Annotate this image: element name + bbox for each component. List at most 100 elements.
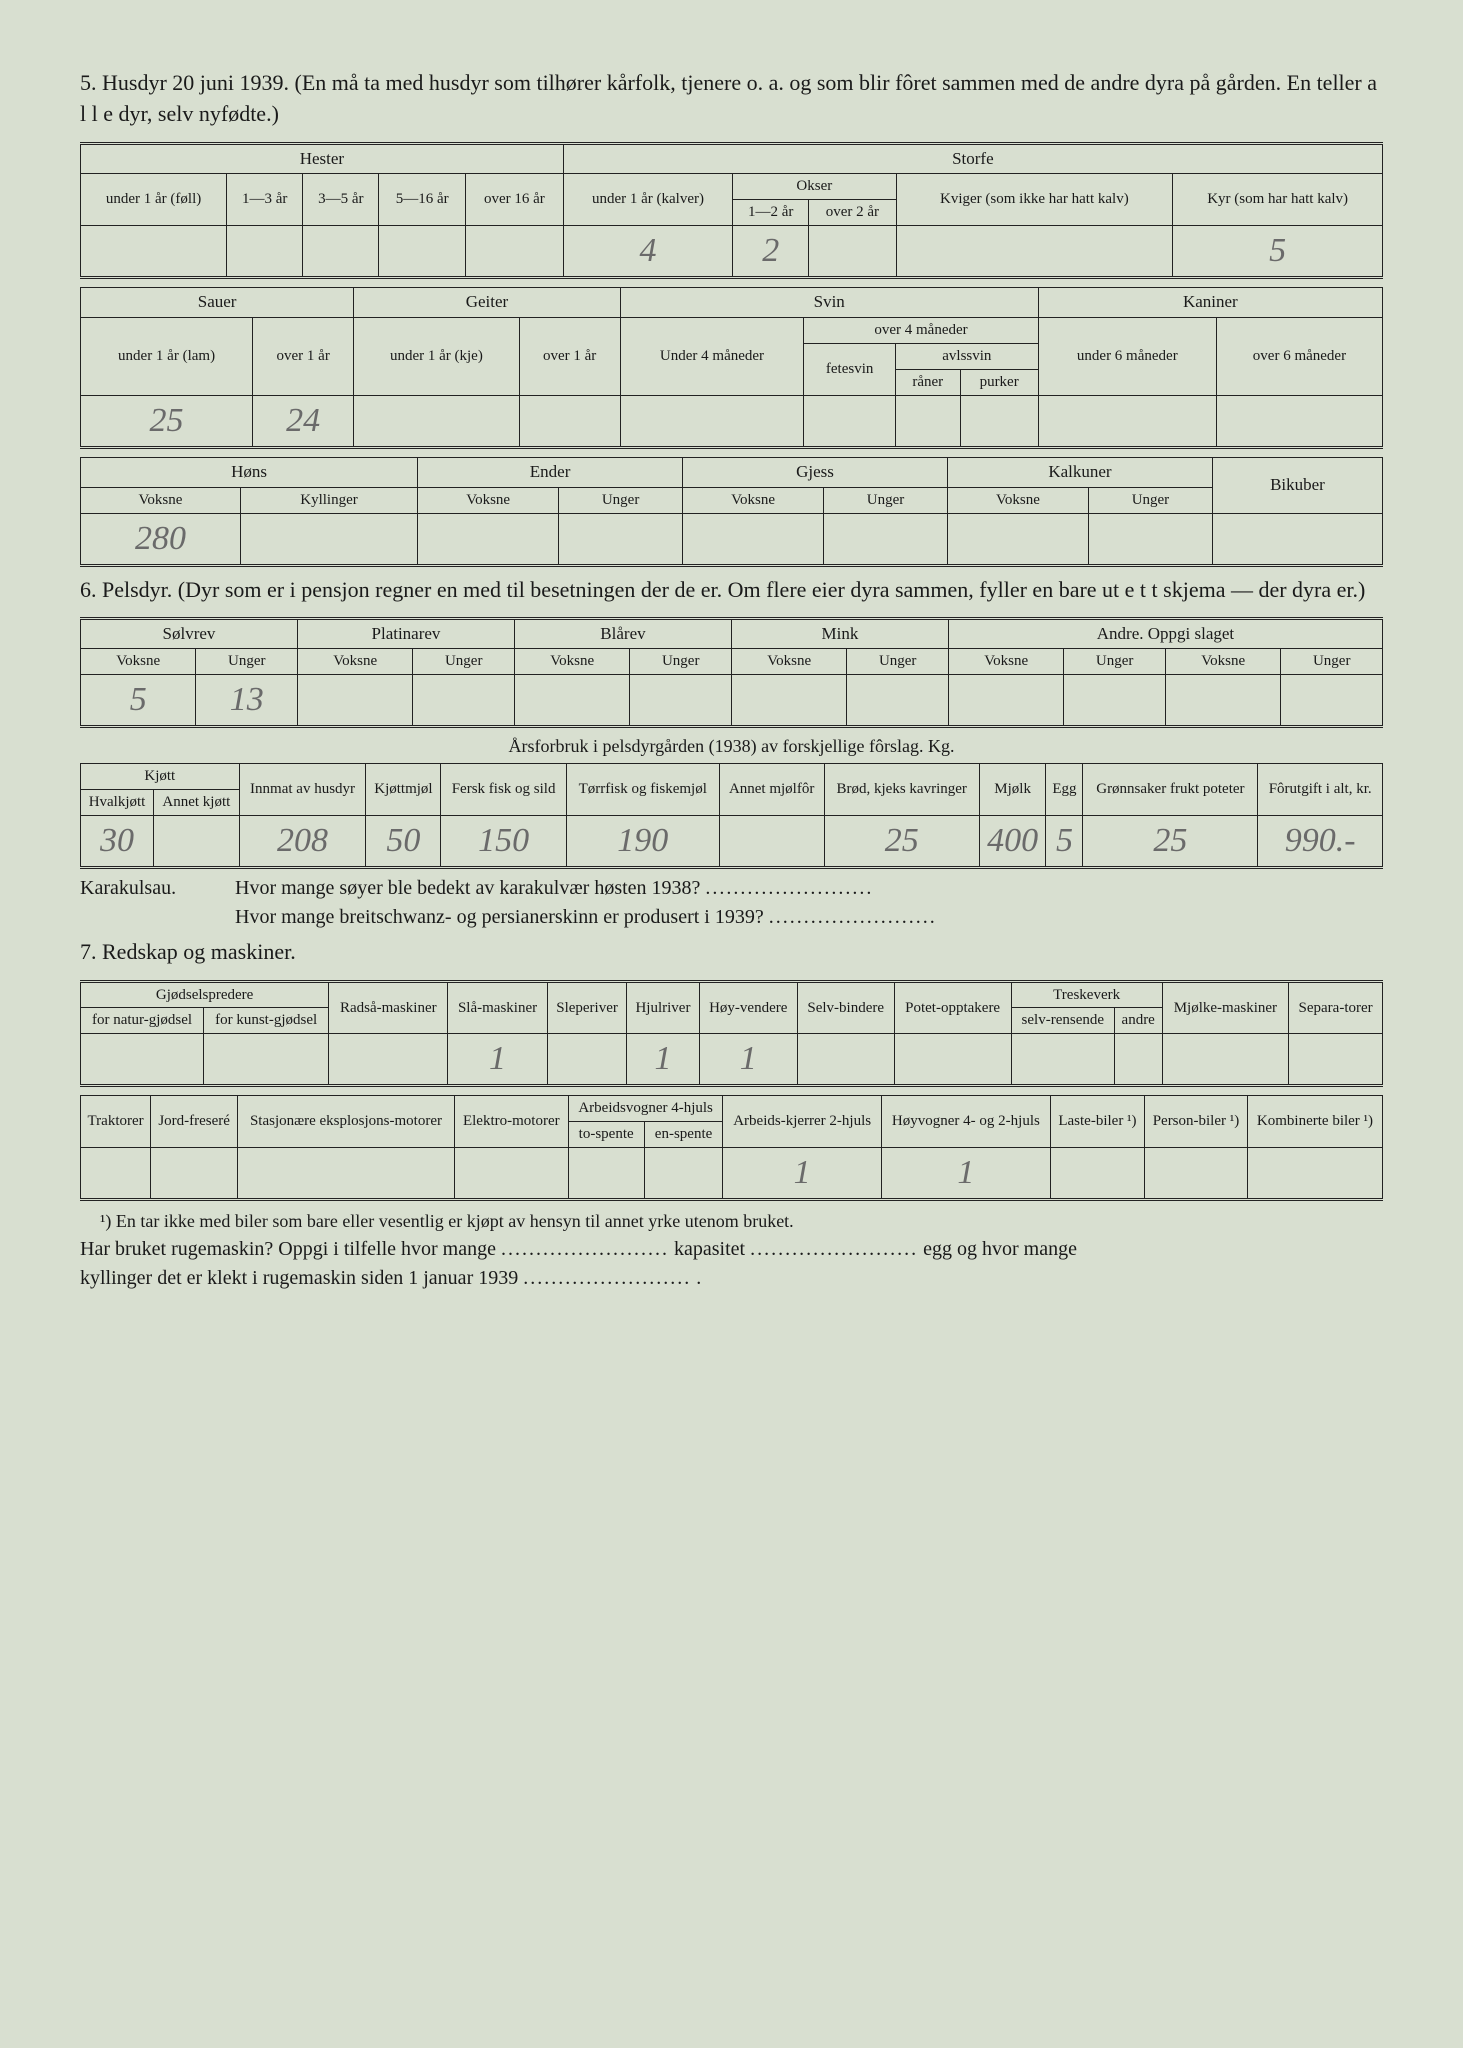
cell[interactable]	[297, 675, 412, 727]
h-tospente: to-spente	[568, 1122, 644, 1148]
cell[interactable]	[81, 225, 227, 277]
cell-annetk[interactable]	[154, 816, 240, 868]
cell[interactable]	[1088, 513, 1212, 565]
cell[interactable]	[847, 675, 949, 727]
cell[interactable]	[303, 225, 379, 277]
cell[interactable]	[1064, 675, 1166, 727]
cell-brod[interactable]: 25	[824, 816, 979, 868]
cell[interactable]	[731, 675, 846, 727]
cell[interactable]	[1165, 675, 1280, 727]
cell[interactable]	[804, 395, 896, 447]
cell-forutgift[interactable]: 990.-	[1258, 816, 1383, 868]
cell-sla[interactable]: 1	[448, 1034, 547, 1086]
cell-cows[interactable]: 5	[1173, 225, 1383, 277]
cell-hval[interactable]: 30	[81, 816, 154, 868]
dots[interactable]: ........................	[501, 1238, 669, 1260]
cell[interactable]	[227, 225, 303, 277]
cell[interactable]	[1247, 1148, 1382, 1200]
dots[interactable]: ........................	[523, 1267, 691, 1289]
cell[interactable]	[630, 675, 732, 727]
cell-sv[interactable]: 5	[81, 675, 196, 727]
cell-lam[interactable]: 25	[81, 395, 253, 447]
cell-ox12[interactable]: 2	[733, 225, 809, 277]
cell[interactable]	[809, 225, 896, 277]
cell[interactable]	[81, 1034, 204, 1086]
cell[interactable]	[1114, 1034, 1162, 1086]
cell[interactable]	[1144, 1148, 1247, 1200]
rugemaskin-q2: kyllinger det er klekt i rugemaskin side…	[80, 1267, 1383, 1290]
cell[interactable]	[568, 1148, 644, 1200]
h-brod: Brød, kjeks kavringer	[824, 764, 979, 816]
cell[interactable]	[519, 395, 620, 447]
cell-sheep-o1[interactable]: 24	[253, 395, 354, 447]
cell[interactable]	[948, 675, 1063, 727]
karakul-block: Karakulsau. Hvor mange søyer ble bedekt …	[80, 877, 1383, 900]
c-pv: Voksne	[297, 649, 412, 675]
cell-hjul[interactable]: 1	[627, 1034, 699, 1086]
hdr-kaniner: Kaniner	[1038, 287, 1382, 317]
cell[interactable]	[81, 1148, 151, 1200]
cell[interactable]	[454, 1148, 568, 1200]
h-gjodsel: Gjødselspredere	[81, 982, 329, 1008]
cell-annetmjol[interactable]	[719, 816, 824, 868]
cell[interactable]	[1038, 395, 1216, 447]
cell-fersk[interactable]: 150	[441, 816, 566, 868]
cell[interactable]	[354, 395, 519, 447]
cell[interactable]	[418, 513, 559, 565]
cell-mjolk[interactable]: 400	[979, 816, 1046, 868]
cell[interactable]	[894, 1034, 1011, 1086]
cell[interactable]	[797, 1034, 894, 1086]
cell[interactable]	[329, 1034, 448, 1086]
dots[interactable]: ........................	[769, 906, 937, 928]
cell-hons-v[interactable]: 280	[81, 513, 241, 565]
cell[interactable]	[683, 513, 824, 565]
cell[interactable]	[240, 513, 417, 565]
cell[interactable]	[1212, 513, 1382, 565]
h-potet: Potet-opptakere	[894, 982, 1011, 1034]
h-komb: Kombinerte biler ¹)	[1247, 1096, 1382, 1148]
cell[interactable]	[514, 675, 629, 727]
h-fersk: Fersk fisk og sild	[441, 764, 566, 816]
cell-innmat[interactable]: 208	[239, 816, 366, 868]
cell[interactable]	[1011, 1034, 1114, 1086]
h-natur: for natur-gjødsel	[81, 1008, 204, 1034]
cell[interactable]	[824, 513, 948, 565]
cell-hoy[interactable]: 1	[699, 1034, 797, 1086]
cell[interactable]	[379, 225, 466, 277]
cell[interactable]	[1281, 675, 1383, 727]
c-sv: Voksne	[81, 649, 196, 675]
cell[interactable]	[151, 1148, 238, 1200]
cell[interactable]	[947, 513, 1088, 565]
cell[interactable]	[413, 675, 515, 727]
cell[interactable]	[1050, 1148, 1144, 1200]
cell-kjerr[interactable]: 1	[723, 1148, 881, 1200]
dots[interactable]: ........................	[750, 1238, 918, 1260]
cell[interactable]	[559, 513, 683, 565]
cell-kjottmjol[interactable]: 50	[366, 816, 441, 868]
cell[interactable]	[960, 395, 1038, 447]
c-pu: Unger	[413, 649, 515, 675]
cell[interactable]	[896, 225, 1173, 277]
hdr-hons: Høns	[81, 457, 418, 487]
cell[interactable]	[547, 1034, 627, 1086]
cell-su[interactable]: 13	[196, 675, 298, 727]
cell-calves[interactable]: 4	[563, 225, 732, 277]
hdr-gjess: Gjess	[683, 457, 948, 487]
section-7-title: 7. Redskap og maskiner.	[80, 937, 1383, 968]
cell-egg[interactable]: 5	[1046, 816, 1083, 868]
col-1-3: 1—3 år	[227, 173, 303, 225]
cell[interactable]	[204, 1034, 329, 1086]
cell[interactable]	[895, 395, 960, 447]
cell[interactable]	[620, 395, 804, 447]
cell-hoyvogn[interactable]: 1	[881, 1148, 1050, 1200]
cell-gronn[interactable]: 25	[1083, 816, 1258, 868]
table-forbruk: Kjøtt Innmat av husdyr Kjøttmjøl Fersk f…	[80, 763, 1383, 869]
cell[interactable]	[1162, 1034, 1289, 1086]
cell-torr[interactable]: 190	[566, 816, 719, 868]
cell[interactable]	[1216, 395, 1382, 447]
dots[interactable]: ........................	[705, 877, 873, 899]
cell[interactable]	[466, 225, 564, 277]
cell[interactable]	[1289, 1034, 1383, 1086]
cell[interactable]	[644, 1148, 723, 1200]
cell[interactable]	[238, 1148, 455, 1200]
